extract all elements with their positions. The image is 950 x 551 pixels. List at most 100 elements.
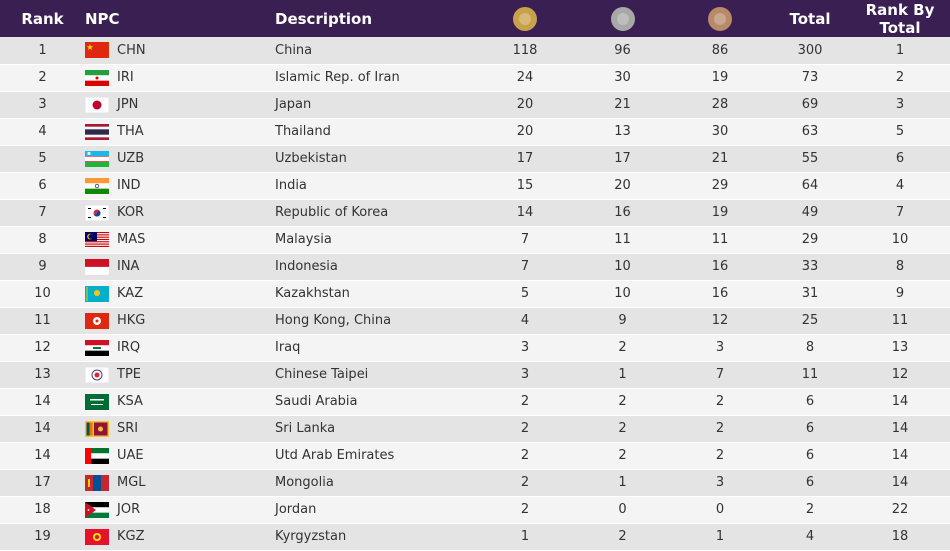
rank-by-total-header[interactable]: Rank By Total: [865, 0, 935, 37]
bronze-cell: 16: [670, 253, 770, 281]
npc-cell: INA: [85, 253, 275, 281]
table-header: Rank NPC Description Total Rank By Total: [0, 0, 950, 37]
bronze-cell: 21: [670, 145, 770, 173]
table-row[interactable]: 7 KOR Republic of Korea 14 16 19 49 7: [0, 199, 950, 227]
tha-flag-icon: [85, 123, 109, 140]
total-cell: 49: [770, 199, 850, 227]
table-row[interactable]: 6 IND India 15 20 29 64 4: [0, 172, 950, 200]
npc-code: KGZ: [117, 529, 145, 544]
description-cell: Islamic Rep. of Iran: [275, 64, 475, 92]
kgz-flag-icon: [85, 528, 109, 545]
iri-flag-icon: [85, 69, 109, 86]
silver-cell: 21: [575, 91, 670, 119]
total-cell: 6: [770, 442, 850, 470]
table-row[interactable]: 12 IRQ Iraq 3 2 3 8 13: [0, 334, 950, 362]
table-row[interactable]: 8 MAS Malaysia 7 11 11 29 10: [0, 226, 950, 254]
description-cell: Sri Lanka: [275, 415, 475, 443]
table-row[interactable]: 14 UAE Utd Arab Emirates 2 2 2 6 14: [0, 442, 950, 470]
table-row[interactable]: 17 MGL Mongolia 2 1 3 6 14: [0, 469, 950, 497]
bronze-cell: 12: [670, 307, 770, 335]
table-row[interactable]: 1 CHN China 118 96 86 300 1: [0, 37, 950, 65]
gold-cell: 1: [475, 523, 575, 551]
tpe-flag-icon: [85, 366, 109, 383]
npc-code: MAS: [117, 232, 146, 247]
ina-flag-icon: [85, 258, 109, 275]
bronze-header[interactable]: [670, 0, 770, 37]
table-row[interactable]: 14 KSA Saudi Arabia 2 2 2 6 14: [0, 388, 950, 416]
silver-cell: 2: [575, 334, 670, 362]
rank-cell: 2: [0, 64, 85, 92]
npc-code: CHN: [117, 42, 146, 58]
npc-code: KAZ: [117, 286, 144, 301]
rank-by-total-cell: 3: [850, 91, 950, 119]
rank-by-total-cell: 11: [850, 307, 950, 335]
uzb-flag-icon: [85, 150, 109, 167]
table-row[interactable]: 18 JOR Jordan 2 0 0 2 22: [0, 496, 950, 524]
table-row[interactable]: 5 UZB Uzbekistan 17 17 21 55 6: [0, 145, 950, 173]
table-row[interactable]: 3 JPN Japan 20 21 28 69 3: [0, 91, 950, 119]
description-header[interactable]: Description: [275, 9, 373, 28]
rank-by-total-cell: 6: [850, 145, 950, 173]
rank-by-total-cell: 18: [850, 523, 950, 551]
gold-cell: 15: [475, 172, 575, 200]
bronze-cell: 19: [670, 64, 770, 92]
npc-cell: MGL: [85, 469, 275, 497]
npc-cell: SRI: [85, 415, 275, 443]
table-row[interactable]: 14 SRI Sri Lanka 2 2 2 6 14: [0, 415, 950, 443]
silver-header[interactable]: [575, 0, 670, 37]
table-row[interactable]: 4 THA Thailand 20 13 30 63 5: [0, 118, 950, 146]
gold-cell: 2: [475, 415, 575, 443]
description-cell: Indonesia: [275, 253, 475, 281]
silver-cell: 13: [575, 118, 670, 146]
description-cell: Iraq: [275, 334, 475, 362]
table-row[interactable]: 19 KGZ Kyrgyzstan 1 2 1 4 18: [0, 523, 950, 551]
rank-cell: 9: [0, 253, 85, 281]
table-row[interactable]: 10 KAZ Kazakhstan 5 10 16 31 9: [0, 280, 950, 308]
description-cell: Jordan: [275, 496, 475, 524]
description-cell: Uzbekistan: [275, 145, 475, 173]
description-cell: Kazakhstan: [275, 280, 475, 308]
table-row[interactable]: 13 TPE Chinese Taipei 3 1 7 11 12: [0, 361, 950, 389]
table-row[interactable]: 9 INA Indonesia 7 10 16 33 8: [0, 253, 950, 281]
total-cell: 25: [770, 307, 850, 335]
gold-cell: 7: [475, 226, 575, 254]
npc-code: KSA: [117, 394, 143, 409]
table-row[interactable]: 2 IRI Islamic Rep. of Iran 24 30 19 73 2: [0, 64, 950, 92]
rank-by-total-cell: 12: [850, 361, 950, 389]
gold-cell: 24: [475, 64, 575, 92]
silver-cell: 2: [575, 442, 670, 470]
table-row[interactable]: 11 HKG Hong Kong, China 4 9 12 25 11: [0, 307, 950, 335]
irq-flag-icon: [85, 339, 109, 356]
rank-by-total-cell: 14: [850, 388, 950, 416]
description-cell: Republic of Korea: [275, 199, 475, 227]
rank-cell: 19: [0, 523, 85, 551]
rank-cell: 14: [0, 388, 85, 416]
silver-cell: 1: [575, 361, 670, 389]
rank-by-total-cell: 14: [850, 442, 950, 470]
total-header[interactable]: Total: [789, 9, 831, 28]
rank-header[interactable]: Rank: [21, 9, 64, 28]
gold-cell: 7: [475, 253, 575, 281]
rank-by-total-cell: 2: [850, 64, 950, 92]
npc-header[interactable]: NPC: [85, 9, 120, 28]
npc-code: TPE: [117, 367, 141, 382]
rank-by-total-cell: 14: [850, 469, 950, 497]
rank-by-total-cell: 5: [850, 118, 950, 146]
silver-cell: 2: [575, 523, 670, 551]
total-cell: 11: [770, 361, 850, 389]
rank-by-total-cell: 4: [850, 172, 950, 200]
kor-flag-icon: [85, 204, 109, 221]
npc-cell: IRI: [85, 64, 275, 92]
npc-code: SRI: [117, 421, 139, 436]
npc-code: IRQ: [117, 340, 141, 355]
gold-cell: 2: [475, 388, 575, 416]
description-cell: Thailand: [275, 118, 475, 146]
silver-cell: 10: [575, 253, 670, 281]
silver-cell: 30: [575, 64, 670, 92]
rank-by-total-cell: 8: [850, 253, 950, 281]
bronze-cell: 2: [670, 388, 770, 416]
gold-header[interactable]: [475, 0, 575, 37]
silver-cell: 9: [575, 307, 670, 335]
npc-code: KOR: [117, 205, 145, 220]
